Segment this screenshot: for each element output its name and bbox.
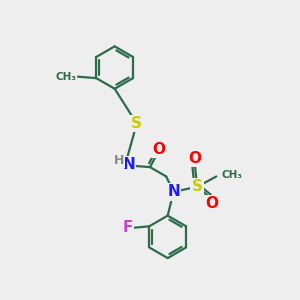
Text: N: N — [122, 157, 135, 172]
Text: F: F — [122, 220, 133, 235]
Text: CH₃: CH₃ — [56, 72, 76, 82]
Text: CH₃: CH₃ — [221, 170, 243, 180]
Text: O: O — [152, 142, 165, 157]
Text: S: S — [192, 179, 203, 194]
Text: N: N — [167, 184, 180, 199]
Text: O: O — [188, 151, 201, 166]
Text: O: O — [205, 196, 218, 211]
Text: H: H — [114, 154, 124, 167]
Text: S: S — [131, 116, 142, 131]
